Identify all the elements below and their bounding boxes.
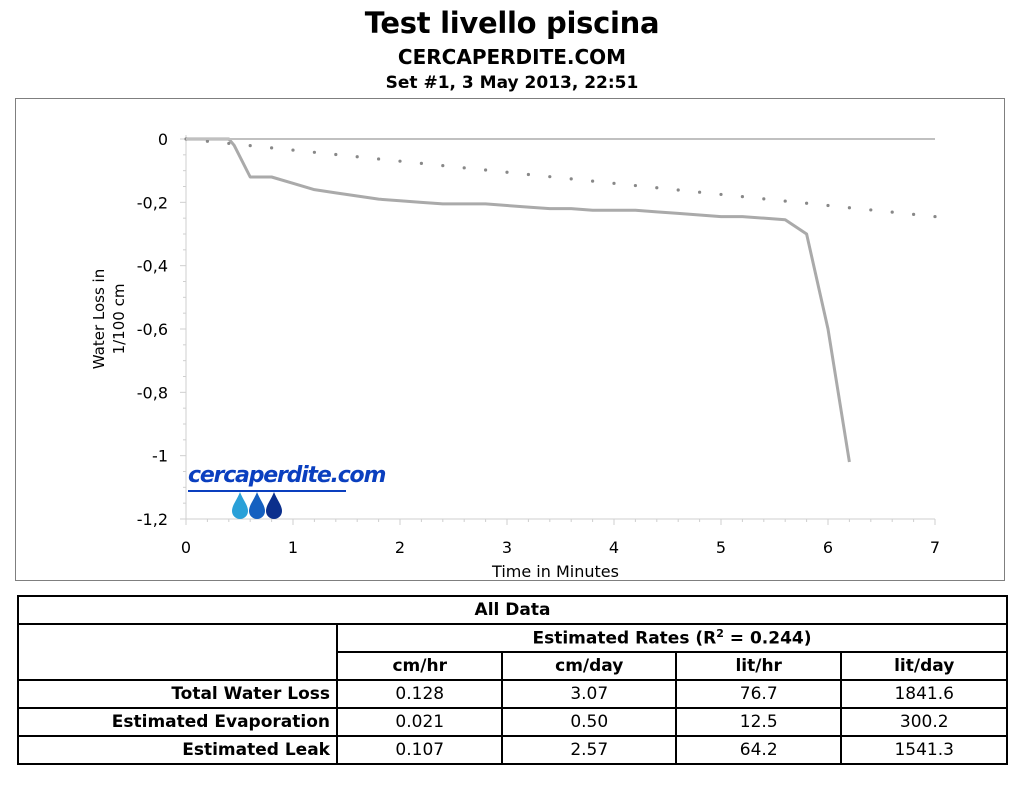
evaporation-trend-point <box>398 159 402 163</box>
row-label: Total Water Loss <box>17 679 338 709</box>
evaporation-trend-point <box>270 146 274 150</box>
table-cell: 0.128 <box>335 679 504 709</box>
x-tick-label: 6 <box>823 538 833 557</box>
table-corner <box>17 623 338 652</box>
evaporation-trend-point <box>676 188 680 192</box>
chart-title: Test livello piscina <box>364 6 660 40</box>
column-header: cm/day <box>501 651 677 681</box>
evaporation-trend-point <box>312 150 316 154</box>
set-info: Set #1, 3 May 2013, 22:51 <box>385 73 639 93</box>
evaporation-trend-point <box>484 168 488 172</box>
table-cell: 64.2 <box>674 735 843 765</box>
drop-light-icon <box>232 492 248 519</box>
evaporation-trend-point <box>740 195 745 199</box>
x-axis-label: Time in Minutes <box>491 562 619 580</box>
rates-header: Estimated Rates (R2 = 0.244) <box>336 623 1008 653</box>
evaporation-trend-point <box>548 175 552 179</box>
x-tick-label: 0 <box>181 538 191 557</box>
evaporation-trend-point <box>933 214 937 219</box>
evaporation-trend-point <box>805 201 809 205</box>
evaporation-trend-point <box>783 199 787 203</box>
y-tick-label: -1,2 <box>137 510 168 529</box>
logo-text: cercaperdite.com <box>188 463 386 488</box>
table-cell: 0.021 <box>335 707 504 737</box>
column-header: lit/day <box>840 651 1008 681</box>
evaporation-trend-point <box>826 203 830 208</box>
evaporation-trend-point <box>377 157 381 161</box>
table-cell: 3.07 <box>501 679 677 709</box>
x-tick-label: 5 <box>716 538 726 557</box>
water-loss-line <box>186 137 851 463</box>
evaporation-trend-point <box>355 155 359 159</box>
table-caption: All Data <box>17 595 1008 625</box>
drop-dark-icon <box>266 492 282 519</box>
x-tick-label: 2 <box>395 538 405 557</box>
evaporation-trend-point <box>847 206 852 210</box>
x-tick-label: 1 <box>288 538 298 557</box>
table-cell: 12.5 <box>674 707 843 737</box>
evaporation-trend-point <box>334 152 338 157</box>
evaporation-trend-point <box>633 183 638 188</box>
chart-subtitle: CERCAPERDITE.COM <box>397 45 627 69</box>
evaporation-trend-point <box>719 192 723 197</box>
table-cell: 0.107 <box>335 735 504 765</box>
row-label: Estimated Evaporation <box>17 707 338 737</box>
table-corner-lower <box>17 652 338 681</box>
evaporation-trend-point <box>762 197 766 201</box>
x-tick-label: 4 <box>609 538 619 557</box>
evaporation-trend-point <box>698 190 702 194</box>
table-cell: 0.50 <box>501 707 677 737</box>
logo-underline <box>188 490 346 492</box>
evaporation-trend-point <box>890 210 894 214</box>
y-tick-label: -0,4 <box>137 257 168 276</box>
evaporation-trend-point <box>869 208 873 212</box>
evaporation-trend-point <box>526 172 530 177</box>
evaporation-trend-point <box>419 161 423 165</box>
y-axis-label: Water Loss in 1/100 cm <box>90 269 128 369</box>
evaporation-trend-point <box>912 212 916 216</box>
drop-mid-icon <box>249 492 265 519</box>
evaporation-trend-point <box>248 144 252 148</box>
evaporation-trend-point <box>441 164 445 168</box>
y-tick-label: -0,2 <box>137 193 168 212</box>
rates-table: All Data Estimated Rates (R2 = 0.244) cm… <box>17 595 1008 765</box>
evaporation-trend-point <box>655 186 659 190</box>
evaporation-trend-point <box>569 177 573 181</box>
column-header: lit/hr <box>674 651 843 681</box>
table-row: Estimated Leak 0.107 2.57 64.2 1541.3 <box>17 735 1008 765</box>
y-tick-label: -0,8 <box>137 383 168 402</box>
y-tick-label: -1 <box>152 447 168 466</box>
cercaperdite-logo: cercaperdite.com <box>188 463 386 523</box>
y-tick-label: -0,6 <box>137 320 168 339</box>
table-cell: 1841.6 <box>840 679 1008 709</box>
table-cell: 76.7 <box>674 679 843 709</box>
table-row: Total Water Loss 0.128 3.07 76.7 1841.6 <box>17 679 1008 709</box>
y-tick-label: 0 <box>158 130 168 149</box>
water-drops-icon <box>232 492 282 519</box>
evaporation-trend-point <box>227 141 231 146</box>
x-tick-label: 3 <box>502 538 512 557</box>
table-cell: 1541.3 <box>840 735 1008 765</box>
chart-frame: 0 -0,2 -0,4 -0,6 -0,8 -1 -1,2 0 1 2 3 4 5 6 7 Time in M… <box>15 98 1005 581</box>
table-row: Estimated Evaporation 0.021 0.50 12.5 30… <box>17 707 1008 737</box>
evaporation-trend-point <box>612 181 616 185</box>
table-cell: 2.57 <box>501 735 677 765</box>
row-label: Estimated Leak <box>17 735 338 765</box>
evaporation-trend-point <box>291 148 295 152</box>
evaporation-trend-point <box>591 179 595 183</box>
evaporation-trend-point <box>505 170 509 174</box>
evaporation-trend-point <box>205 139 209 143</box>
evaporation-trend-point <box>462 166 466 170</box>
table-cell: 300.2 <box>840 707 1008 737</box>
column-header: cm/hr <box>335 651 504 681</box>
chart-plot: 0 -0,2 -0,4 -0,6 -0,8 -1 -1,2 0 1 2 3 4 5 6 7 Time in M… <box>90 130 940 580</box>
x-tick-label: 7 <box>930 538 940 557</box>
